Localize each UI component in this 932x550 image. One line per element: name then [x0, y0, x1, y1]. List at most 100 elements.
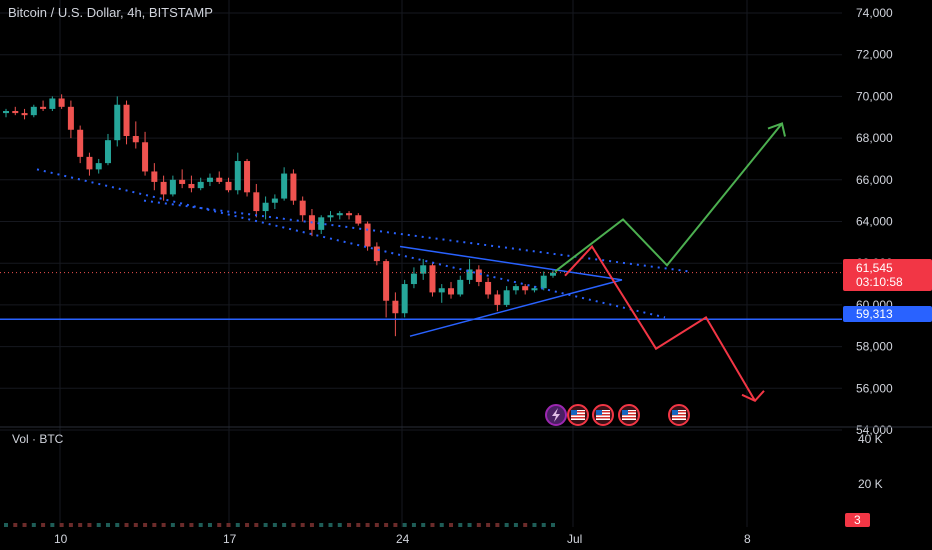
- candle-body: [466, 269, 473, 280]
- candle-body: [550, 272, 556, 276]
- volume-bar: [59, 523, 64, 527]
- volume-badge: 3: [845, 513, 870, 527]
- volume-bar: [523, 523, 528, 527]
- volume-bar: [467, 523, 472, 527]
- us-flag-event-icon[interactable]: [567, 404, 589, 426]
- volume-bar: [170, 523, 175, 527]
- volume-bar: [411, 523, 416, 527]
- us-flag-event-icon[interactable]: [618, 404, 640, 426]
- volume-bar: [402, 523, 407, 527]
- drawings: [0, 122, 842, 403]
- volume-bar: [13, 523, 18, 527]
- volume-bar: [31, 523, 36, 527]
- candles: [3, 94, 556, 527]
- volume-bar: [226, 523, 231, 527]
- volume-bar: [393, 523, 398, 527]
- lightning-event-icon[interactable]: [545, 404, 567, 426]
- last-price-countdown: 03:10:58: [856, 275, 903, 289]
- candle-body: [30, 106, 37, 116]
- volume-bar: [96, 523, 101, 527]
- volume-bar: [87, 523, 92, 527]
- candle-body: [114, 104, 121, 141]
- triangle-upper-line: [399, 245, 623, 281]
- volume-bar: [78, 523, 83, 527]
- volume-bar: [365, 523, 370, 527]
- candle-body: [262, 202, 269, 212]
- volume-title: Vol · BTC: [12, 432, 64, 446]
- candle-body: [3, 110, 9, 114]
- volume-bar: [105, 523, 110, 527]
- price-axis: 74,00072,00070,00068,00066,00064,00062,0…: [856, 6, 893, 437]
- volume-bar: [551, 523, 555, 527]
- event-markers[interactable]: [545, 404, 690, 426]
- candle-body: [12, 110, 19, 114]
- candle-body: [77, 129, 84, 157]
- volume-bar: [300, 523, 305, 527]
- candle-body: [234, 161, 241, 191]
- us-flag-event-icon[interactable]: [592, 404, 614, 426]
- candle-body: [522, 286, 529, 291]
- last-price-value: 61,545: [856, 261, 893, 275]
- volume-bar: [235, 523, 240, 527]
- candle-body: [512, 286, 519, 291]
- volume-bar: [328, 523, 333, 527]
- volume-bar: [263, 523, 268, 527]
- price-tick-label: 64,000: [856, 215, 893, 229]
- candle-body: [410, 273, 417, 285]
- volume-bar: [347, 523, 352, 527]
- candle-body: [21, 113, 28, 116]
- volume-tick-40k: 40 K: [858, 432, 883, 446]
- volume-bar: [180, 523, 185, 527]
- volume-bar: [486, 523, 491, 527]
- volume-tick-20k: 20 K: [858, 477, 883, 491]
- volume-bar: [495, 523, 500, 527]
- volume-bar: [254, 523, 259, 527]
- volume-bar: [68, 523, 73, 527]
- candle-body: [169, 179, 176, 195]
- price-tick-label: 72,000: [856, 48, 893, 62]
- volume-bar: [421, 523, 426, 527]
- volume-bar: [309, 523, 314, 527]
- candle-body: [58, 98, 65, 107]
- candle-body: [318, 217, 325, 230]
- candle-body: [448, 288, 455, 295]
- volume-bar: [50, 523, 55, 527]
- candle-body: [383, 261, 390, 301]
- us-flag-event-icon[interactable]: [668, 404, 690, 426]
- volume-bar: [513, 523, 518, 527]
- candle-body: [438, 288, 445, 293]
- candle-body: [401, 284, 408, 314]
- candle-body: [86, 156, 93, 170]
- candle-body: [95, 163, 102, 170]
- candle-body: [206, 177, 213, 182]
- volume-bar: [4, 523, 8, 527]
- price-tick-label: 56,000: [856, 381, 893, 395]
- candle-body: [104, 140, 111, 164]
- price-tick-label: 74,000: [856, 6, 893, 20]
- bearish-arrowhead: [741, 390, 765, 403]
- volume-bar: [291, 523, 296, 527]
- volume-bar: [282, 523, 287, 527]
- time-tick-label: 8: [744, 532, 751, 546]
- candle-body: [392, 300, 399, 314]
- candle-body: [253, 192, 260, 212]
- volume-bar: [41, 523, 46, 527]
- candle-body: [457, 279, 464, 295]
- volume-bar: [189, 523, 194, 527]
- time-tick-label: 24: [396, 532, 410, 546]
- time-tick-label: Jul: [567, 532, 582, 546]
- candle-body: [179, 179, 186, 184]
- candle-body: [346, 213, 353, 216]
- candle-body: [485, 281, 492, 295]
- candle-body: [281, 173, 288, 199]
- time-tick-label: 17: [223, 532, 237, 546]
- candle-body: [531, 288, 538, 291]
- grid: [0, 0, 842, 527]
- candle-body: [475, 269, 482, 282]
- price-tick-label: 68,000: [856, 131, 893, 145]
- candle-body: [123, 104, 130, 137]
- price-tick-label: 58,000: [856, 340, 893, 354]
- volume-bar: [356, 523, 361, 527]
- volume-bar: [430, 523, 435, 527]
